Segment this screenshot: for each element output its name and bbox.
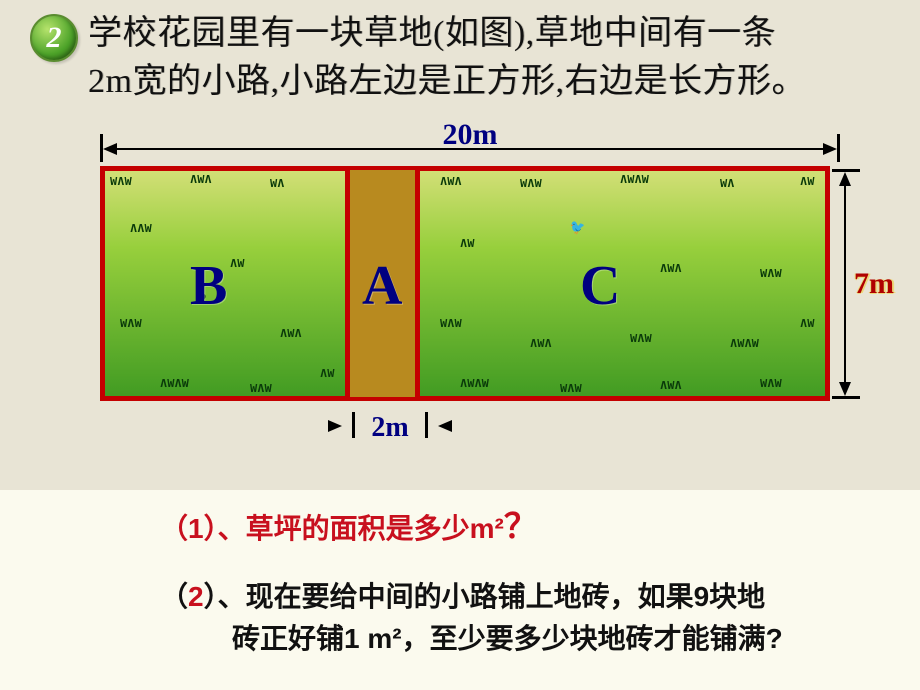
label-a: A	[362, 254, 402, 318]
dimension-right-7m: 7m	[830, 169, 890, 399]
garden-figure: wʌwʌwʌwʌʌʌwʌwwʌwʌwʌʌwʌwwʌwʌw•ʌwʌwʌwʌwʌww…	[100, 166, 830, 401]
diagram: 20m 7m wʌwʌwʌwʌʌʌwʌwwʌwʌwʌʌwʌwwʌwʌw•ʌwʌw…	[30, 114, 890, 454]
question-2: （2）、现在要给中间的小路铺上地砖，如果9块地 砖正好铺1 m²，至少要多少块地…	[160, 576, 800, 660]
q2-close: ）	[204, 581, 218, 612]
problem-line1: 学校花园里有一块草地(如图),草地中间有一条	[88, 15, 776, 52]
dimension-bottom-label: 2m	[371, 412, 408, 443]
dimension-top-label: 20m	[100, 118, 840, 152]
problem-header: 2 学校花园里有一块草地(如图),草地中间有一条 2m宽的小路,小路左边是正方形…	[0, 0, 920, 106]
dimension-bottom-2m: 2m	[330, 412, 450, 442]
region-c-rect	[415, 166, 830, 401]
question-1: （1）、草坪的面积是多少m²？	[160, 506, 800, 550]
problem-line2: 2m宽的小路,小路左边是正方形,右边是长方形。	[88, 63, 806, 100]
slide-page: 2 学校花园里有一块草地(如图),草地中间有一条 2m宽的小路,小路左边是正方形…	[0, 0, 920, 690]
q1-body: 、草坪的面积是多少m²	[218, 513, 504, 544]
q1-prefix: （1）	[160, 513, 218, 544]
label-c: C	[580, 254, 620, 318]
label-b: B	[190, 254, 227, 318]
problem-text: 学校花园里有一块草地(如图),草地中间有一条 2m宽的小路,小路左边是正方形,右…	[88, 10, 890, 106]
q2-num: 2	[188, 581, 204, 612]
dimension-right-label: 7m	[854, 267, 894, 301]
questions-panel: （1）、草坪的面积是多少m²？ （2）、现在要给中间的小路铺上地砖，如果9块地 …	[0, 490, 920, 690]
q2-line1: 、现在要给中间的小路铺上地砖，如果9块地	[218, 581, 766, 612]
q2-open: （	[160, 581, 188, 612]
problem-number-badge: 2	[30, 14, 78, 62]
q2-line2: 砖正好铺1 m²，至少要多少块地砖才能铺满?	[160, 623, 783, 654]
q1-mark: ？	[504, 508, 538, 546]
dimension-top-20m: 20m	[100, 124, 840, 154]
